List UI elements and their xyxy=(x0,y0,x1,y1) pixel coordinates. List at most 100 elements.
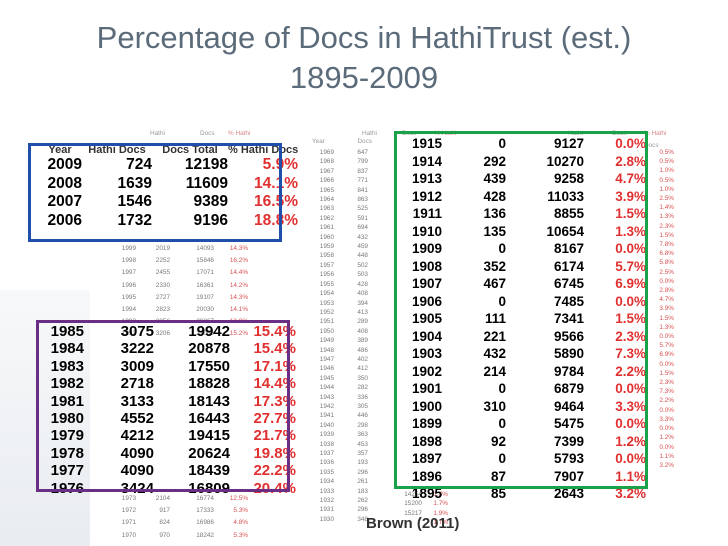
faint-row: 15200 1.7% xyxy=(398,499,448,508)
table-cell: 19415 xyxy=(188,427,230,445)
table-row: 1985 3075 19942 15.4% xyxy=(40,323,296,340)
table-cell: 85 xyxy=(490,486,506,501)
faint-cell: 1953 xyxy=(319,299,334,307)
faint-cell: 1942 xyxy=(319,402,334,410)
table-cell: 9784 xyxy=(553,363,584,379)
table-cell: 5.7% xyxy=(615,258,646,274)
table-cell: 0 xyxy=(498,136,506,151)
table-cell: 4212 xyxy=(120,427,154,445)
table-cell: 1906 xyxy=(411,293,442,309)
faint-cell: 1958 xyxy=(319,252,334,260)
faint-row: 1955 428 xyxy=(312,280,368,289)
faint-cell: 525 xyxy=(357,205,368,213)
faint-cell: 1964 xyxy=(319,196,334,204)
faint-cell: 193 xyxy=(357,459,368,467)
faint-row: 1936 193 xyxy=(312,458,368,467)
faint-cell: 7.8% xyxy=(659,241,674,249)
faint-row: 1964 863 xyxy=(312,195,368,204)
table-row: 1910 135 10654 1.3% xyxy=(402,223,646,241)
faint-row: 1952 413 xyxy=(312,308,368,317)
top-left-rows: 2009 724 12198 5.9% 2008 1639 11609 14.1% 2007 15… xyxy=(38,156,298,230)
faint-cell: 14.3% xyxy=(229,245,248,252)
table-cell: 6174 xyxy=(553,258,584,274)
faint-middle-bottom-table: 14254 1.3% 15200 1.7% 15217 1.9% 1.7% xyxy=(398,490,448,528)
faint-header-cell: % Hathi xyxy=(644,130,667,137)
table-cell: 1976 xyxy=(50,479,84,497)
table-cell: 1909 xyxy=(411,241,442,256)
faint-row: 3.9% xyxy=(652,304,674,313)
faint-cell: 1968 xyxy=(319,158,334,166)
faint-row: 0.0% xyxy=(652,424,674,433)
faint-cell: 3.3% xyxy=(659,415,674,423)
faint-cell: 1.4% xyxy=(659,204,674,212)
table-cell: 22.2% xyxy=(253,462,296,480)
faint-row: 0.0% xyxy=(652,406,674,415)
faint-row: 2.2% xyxy=(652,396,674,405)
faint-cell: 459 xyxy=(357,243,368,251)
table-cell: 20.4% xyxy=(253,479,296,497)
faint-header-cell: Docs xyxy=(644,142,659,150)
table-cell: 0.0% xyxy=(615,416,646,431)
faint-cell: 1963 xyxy=(319,205,334,213)
faint-cell: 771 xyxy=(357,177,368,185)
faint-cell: 2.3% xyxy=(659,379,674,387)
table-row: 1903 432 5890 7.3% xyxy=(402,345,646,363)
faint-row: 0.5% xyxy=(652,176,674,185)
faint-row: 1.3% xyxy=(652,323,674,332)
table-cell: 16809 xyxy=(188,479,230,497)
faint-cell: 1.7% xyxy=(433,519,448,527)
faint-cell: 0.0% xyxy=(659,406,674,414)
faint-cell: 2455 xyxy=(155,269,170,277)
table-cell: 0 xyxy=(498,451,506,466)
faint-cell: 2019 xyxy=(155,245,170,252)
faint-row: 1956 503 xyxy=(312,270,368,279)
faint-row: 6.9% xyxy=(652,350,674,359)
faint-cell: 5.3% xyxy=(233,507,248,515)
faint-row: 1.0% xyxy=(652,185,674,194)
faint-row: 6.8% xyxy=(652,249,674,258)
faint-cell: 348 xyxy=(357,515,368,523)
faint-row: 3.2% xyxy=(652,461,674,470)
faint-cell: 1.0% xyxy=(659,167,674,175)
table-cell: 8855 xyxy=(553,206,584,221)
table-row: 1984 3222 20878 15.4% xyxy=(40,340,296,357)
table-cell: 5890 xyxy=(553,346,584,361)
table-cell: 1546 xyxy=(117,193,152,210)
table-cell: 5475 xyxy=(553,416,584,431)
faint-cell: 1947 xyxy=(319,355,334,363)
faint-cell: 1967 xyxy=(319,167,334,175)
table-cell: 7.3% xyxy=(615,346,646,361)
faint-left-bottom-table: 1973 2104 16774 12.5% 1972 917 17333 5.3% 1971 82… xyxy=(110,493,248,542)
table-cell: 136 xyxy=(483,206,506,221)
faint-cell: 1937 xyxy=(319,450,334,457)
table-cell: 1915 xyxy=(411,136,442,151)
faint-row: 1.1% xyxy=(652,452,674,461)
table-cell: 1.5% xyxy=(615,206,646,221)
faint-cell: 183 xyxy=(357,487,368,495)
faint-cell: 0.0% xyxy=(659,277,674,285)
table-cell: 111 xyxy=(484,311,506,326)
faint-cell: 2.5% xyxy=(659,195,674,203)
table-cell: 352 xyxy=(483,258,506,274)
table-cell: 4552 xyxy=(120,410,154,428)
faint-row: 1944 282 xyxy=(312,383,368,392)
table-cell: 0 xyxy=(498,416,506,431)
faint-cell: 2252 xyxy=(155,257,170,265)
table-cell: 9389 xyxy=(193,193,228,210)
table-cell: 17.3% xyxy=(253,392,296,410)
table-cell: 0 xyxy=(498,381,506,396)
table-row: 2007 1546 9389 16.5% xyxy=(38,193,298,212)
faint-cell: 3.9% xyxy=(659,305,674,313)
table-cell: 0 xyxy=(498,293,506,309)
table-cell: 1897 xyxy=(411,451,442,466)
faint-row: 1994 2823 20030 14.1% xyxy=(110,304,248,316)
faint-cell: 799 xyxy=(357,158,368,166)
faint-row: 1972 917 17333 5.3% xyxy=(110,505,248,517)
table-row: 1900 310 9464 3.3% xyxy=(402,398,646,416)
faint-cell: 0.5% xyxy=(659,149,674,156)
faint-cell: 0.5% xyxy=(659,176,674,184)
faint-row: 1.5% xyxy=(652,231,674,240)
table-cell: 6.9% xyxy=(615,276,646,291)
faint-row: 2.5% xyxy=(652,268,674,277)
faint-cell: 1971 xyxy=(121,519,136,527)
